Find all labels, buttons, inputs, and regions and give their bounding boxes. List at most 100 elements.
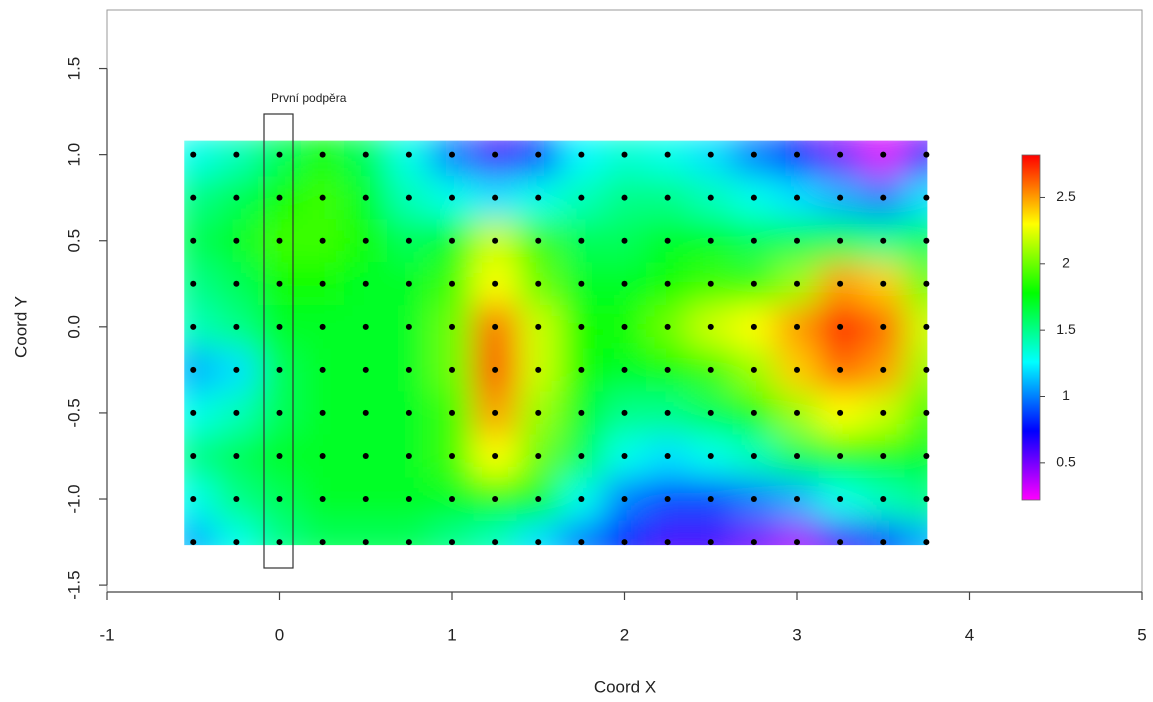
sample-point <box>664 409 671 416</box>
sample-point <box>578 366 585 373</box>
heat-cell <box>732 140 776 177</box>
sample-point <box>837 323 844 330</box>
heat-cell <box>184 262 216 306</box>
sample-point <box>750 280 757 287</box>
annotation-label: První podpěra <box>271 91 347 105</box>
sample-point <box>794 323 800 330</box>
sample-point <box>794 409 800 416</box>
sample-point <box>923 409 930 416</box>
sample-point <box>880 280 887 287</box>
heat-cell <box>184 140 216 177</box>
sample-point <box>449 496 455 503</box>
sample-point <box>233 151 240 158</box>
sample-point <box>449 452 455 459</box>
sample-point <box>837 194 844 201</box>
sample-point <box>276 452 283 459</box>
sample-point <box>190 452 197 459</box>
sample-point <box>880 366 887 373</box>
sample-point <box>535 194 542 201</box>
y-tick-label: 1.5 <box>64 57 83 81</box>
sample-point <box>750 496 757 503</box>
sample-point <box>449 194 455 201</box>
sample-point <box>190 496 197 503</box>
sample-point <box>923 237 930 244</box>
y-tick-label: 0.5 <box>64 229 83 253</box>
x-tick-label: 4 <box>965 625 974 644</box>
sample-point <box>319 409 326 416</box>
sample-point <box>707 539 714 546</box>
sample-point <box>535 237 542 244</box>
sample-point <box>276 280 283 287</box>
heat-cell <box>257 140 302 177</box>
colorbar-tick-label: 0.5 <box>1056 454 1076 470</box>
sample-point <box>492 409 499 416</box>
sample-point <box>319 496 326 503</box>
sample-point <box>190 280 197 287</box>
sample-point <box>837 280 844 287</box>
sample-point <box>362 496 369 503</box>
sample-point <box>664 496 671 503</box>
sample-point <box>664 366 671 373</box>
sample-point <box>233 539 240 546</box>
sample-point <box>449 323 455 330</box>
sample-point <box>621 151 628 158</box>
sample-point <box>449 151 455 158</box>
sample-point <box>492 237 499 244</box>
sample-point <box>449 280 455 287</box>
sample-point <box>880 409 887 416</box>
sample-point <box>319 151 326 158</box>
sample-point <box>535 366 542 373</box>
sample-point <box>405 194 412 201</box>
sample-point <box>492 323 499 330</box>
sample-point <box>794 366 800 373</box>
sample-point <box>880 194 887 201</box>
sample-point <box>449 366 455 373</box>
heat-cell <box>184 477 216 522</box>
heat-cell <box>904 262 928 306</box>
sample-point <box>276 151 283 158</box>
sample-point <box>276 366 283 373</box>
sample-point <box>707 409 714 416</box>
sample-point <box>880 151 887 158</box>
sample-point <box>837 409 844 416</box>
sample-point <box>707 496 714 503</box>
sample-point <box>405 409 412 416</box>
y-tick-label: 0.0 <box>64 315 83 339</box>
annotation-box <box>263 113 294 569</box>
sample-point <box>319 539 326 546</box>
sample-point <box>190 194 197 201</box>
sample-point <box>319 280 326 287</box>
sample-point <box>362 452 369 459</box>
sample-point <box>276 194 283 201</box>
sample-point <box>319 452 326 459</box>
sample-point <box>233 496 240 503</box>
heat-cell <box>184 176 216 220</box>
heatmap <box>184 140 928 546</box>
colorbar-tick-label: 2 <box>1062 255 1070 271</box>
heat-cell <box>904 176 928 220</box>
sample-point <box>233 409 240 416</box>
heat-cell <box>775 140 820 177</box>
sample-point <box>405 151 412 158</box>
y-tick-label: 1.0 <box>64 143 83 167</box>
sample-point <box>707 452 714 459</box>
heat-cell <box>184 434 216 478</box>
sample-point <box>750 539 757 546</box>
x-tick-label: 0 <box>275 625 284 644</box>
y-axis-label: Coord Y <box>11 296 30 358</box>
sample-point <box>362 366 369 373</box>
heat-cell <box>646 140 690 177</box>
sample-point <box>923 452 930 459</box>
heat-cell <box>602 140 647 177</box>
heat-cell <box>214 140 259 177</box>
sample-point <box>664 280 671 287</box>
heat-cell <box>559 140 604 177</box>
sample-point <box>319 237 326 244</box>
sample-point <box>750 409 757 416</box>
sample-point <box>276 323 283 330</box>
sample-point <box>535 539 542 546</box>
sample-point <box>190 539 197 546</box>
sample-point <box>750 151 757 158</box>
sample-point <box>923 539 930 546</box>
